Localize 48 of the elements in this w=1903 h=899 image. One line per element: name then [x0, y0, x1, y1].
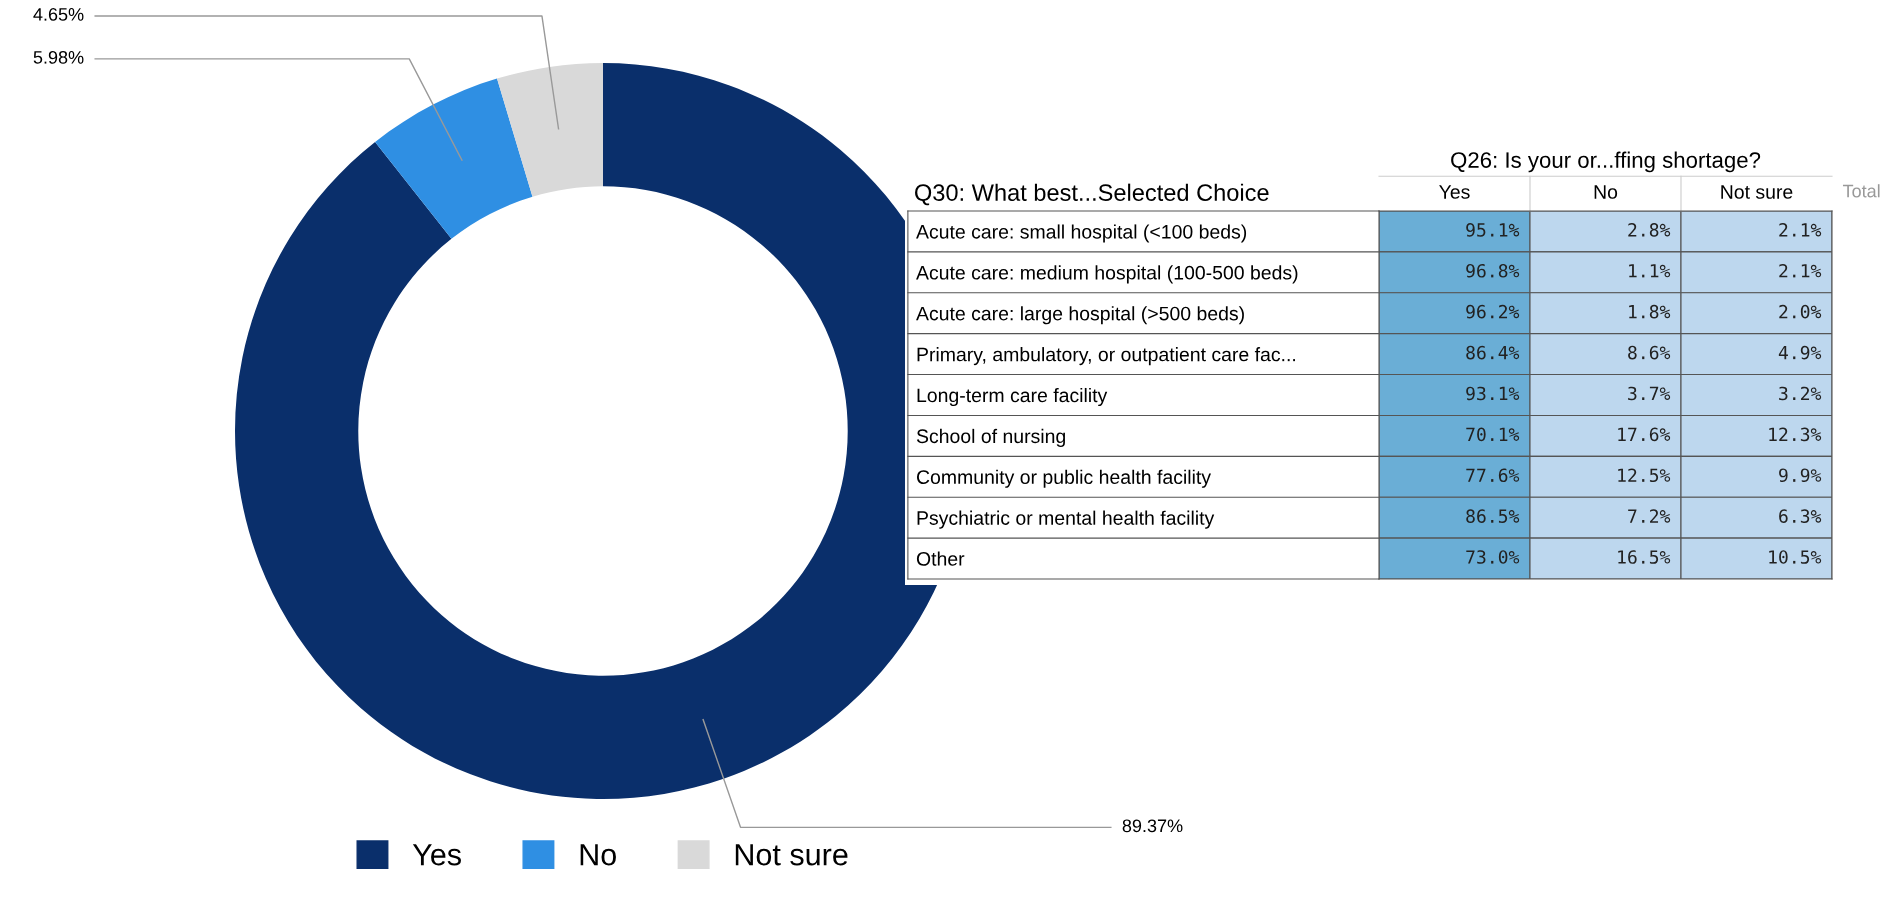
y-tick-label: Psychiatric or mental health facility — [917, 510, 1215, 529]
data-label: 93.1% — [1466, 386, 1520, 401]
data-label: 1.1% — [1629, 264, 1671, 278]
data-label: 4.9% — [1778, 345, 1822, 360]
data-label: 1.8% — [1629, 304, 1671, 319]
legend-label: No — [580, 844, 616, 866]
data-label: 10.5% — [1769, 550, 1822, 564]
y-tick-label: Primary, ambulatory, or outpatient care fac... — [917, 347, 1296, 366]
data-label: 89.37% — [1122, 819, 1183, 833]
data-label: 70.1% — [1466, 427, 1520, 442]
data-label: 2.1% — [1779, 263, 1822, 278]
data-label: 96.2% — [1466, 304, 1520, 319]
data-label: 3.2% — [1779, 386, 1822, 401]
chart-title: Q26: Is your or...ffing shortage? — [1451, 151, 1761, 173]
data-label: 12.5% — [1618, 468, 1671, 483]
y-tick-label: School of nursing — [916, 428, 1065, 447]
data-label: 2.8% — [1628, 223, 1671, 237]
legend-label: Not sure — [735, 844, 848, 866]
y-axis-title: Q30: What best...Selected Choice — [915, 183, 1269, 206]
x-tick-label: Not sure — [1721, 185, 1793, 199]
data-label: 4.65% — [33, 8, 84, 21]
data-label: 2.0% — [1779, 304, 1822, 319]
data-label: 3.7% — [1628, 386, 1671, 401]
data-label: 95.1% — [1466, 223, 1520, 237]
y-tick-label: Acute care: medium hospital (100-500 beds) — [916, 265, 1298, 284]
x-tick-label: No — [1594, 185, 1618, 199]
data-label: 86.4% — [1466, 345, 1520, 360]
y-tick-label: Acute care: large hospital (>500 beds) — [916, 306, 1244, 325]
data-label: 96.8% — [1466, 263, 1520, 278]
data-label: 2.1% — [1779, 223, 1822, 237]
data-label: 9.9% — [1779, 468, 1822, 483]
data-label: 12.3% — [1769, 427, 1822, 442]
data-label: 16.5% — [1618, 550, 1671, 564]
y-tick-label: Community or public health facility — [916, 469, 1211, 488]
data-label: 7.2% — [1628, 509, 1671, 523]
text: Total — [1842, 184, 1880, 198]
y-tick-label: Acute care: small hospital (<100 beds) — [916, 224, 1247, 243]
data-label: 73.0% — [1466, 550, 1520, 564]
y-tick-label: Long-term care facility — [917, 387, 1108, 407]
legend-label: Yes — [412, 844, 461, 866]
data-label: 17.6% — [1618, 427, 1671, 442]
y-tick-label: Other — [916, 551, 965, 566]
data-label: 8.6% — [1628, 345, 1671, 360]
data-label: 77.6% — [1466, 468, 1520, 483]
data-label: 5.98% — [33, 50, 84, 64]
data-label: 6.3% — [1779, 509, 1822, 523]
x-tick-label: Yes — [1439, 185, 1470, 199]
data-label: 86.5% — [1466, 509, 1520, 523]
